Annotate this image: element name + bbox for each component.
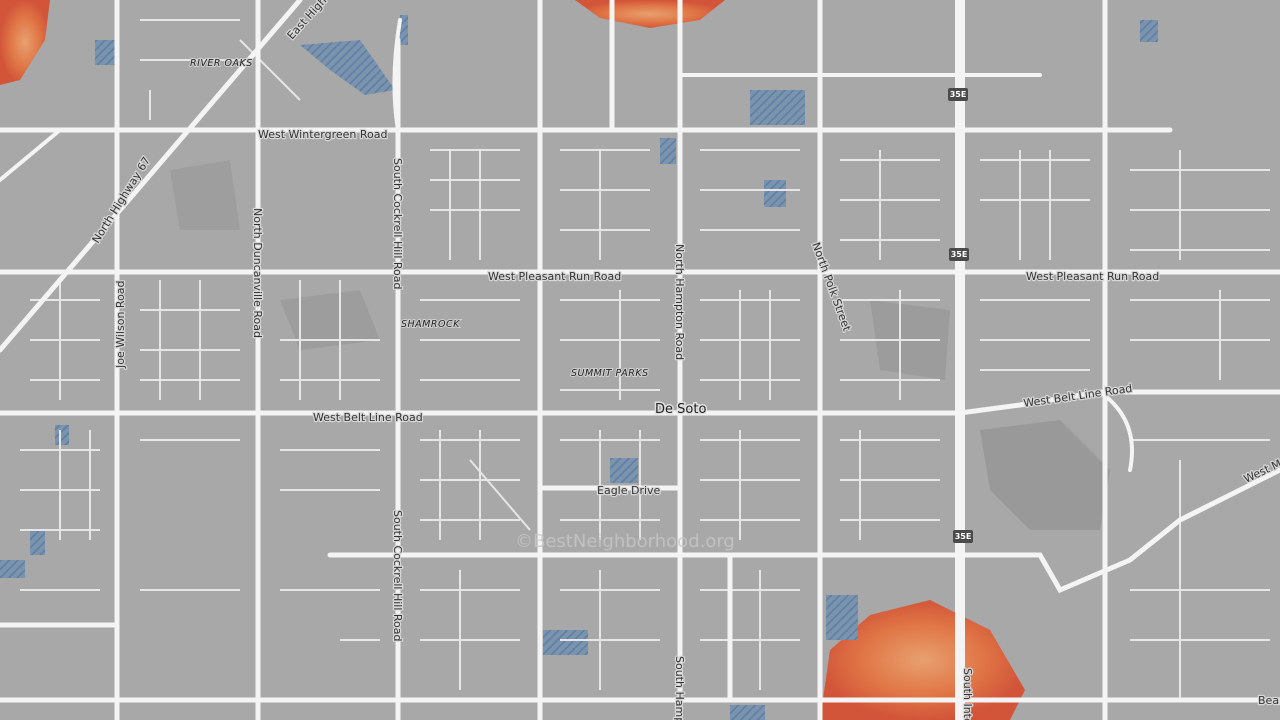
shield (949, 248, 969, 261)
road-label: North Highway 67 (90, 154, 154, 245)
road-label: West Pleasant Run Road (488, 270, 621, 283)
terrain (170, 160, 1110, 530)
road-label: West Wintergreen Road (258, 128, 387, 141)
minor-roads (20, 19, 1270, 700)
road-label: Eagle Drive (597, 484, 661, 497)
road-label: South Cockrell Hill Road (391, 510, 404, 642)
road-label: West Belt Line Road (313, 411, 423, 424)
place-label: RIVER OAKS (190, 58, 253, 69)
hatched-areas (0, 15, 1158, 720)
city-label: De Soto (655, 402, 706, 417)
watermark: ©BestNeighborhood.org (515, 531, 735, 552)
road-label: Bear (1258, 694, 1280, 707)
shield-label: 35E (951, 250, 968, 259)
road-label: North Duncanville Road (251, 208, 264, 338)
road-label: North Hampton Road (673, 244, 686, 360)
road-label: South Cockrell Hill Road (391, 158, 404, 290)
road-label: South Inte (961, 668, 974, 720)
shield-label: 35E (950, 90, 967, 99)
place-label: SHAMROCK (401, 319, 460, 330)
road-label: Joe Wilson Road (114, 280, 127, 369)
road-label: East High (285, 0, 330, 42)
place-label: SUMMIT PARKS (571, 368, 649, 379)
shield (953, 530, 973, 543)
shield-label: 35E (955, 532, 972, 541)
road-label: South Hamp (673, 656, 686, 720)
road-label: North Polk Street (809, 241, 853, 334)
shields: 35E 35E 35E (948, 88, 973, 543)
shield (948, 88, 968, 101)
heat-zones (0, 0, 1025, 720)
road-label: West Pleasant Run Road (1026, 270, 1159, 283)
labels: East High RIVER OAKS West Wintergreen Ro… (88, 0, 1280, 720)
